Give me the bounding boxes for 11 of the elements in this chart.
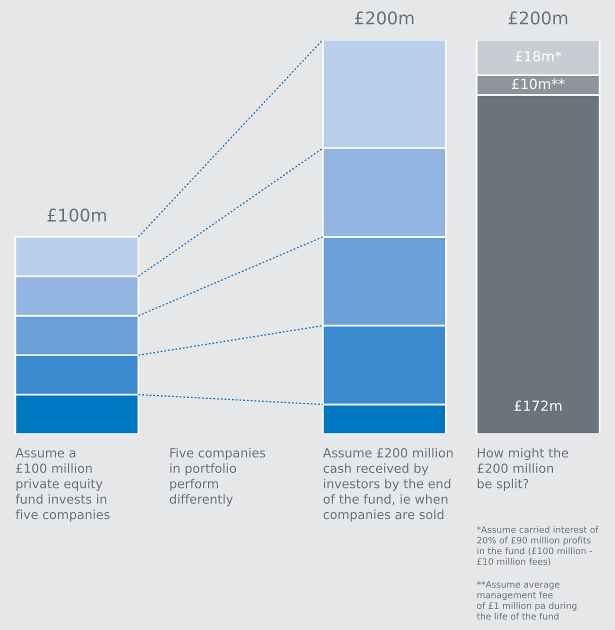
x-tick-label: Five companies in portfolio perform differently <box>170 448 266 506</box>
text: **Assume average management fee of £1 million pa during the life of the fund <box>476 581 576 620</box>
data-label: £10m** <box>512 78 565 90</box>
x-tick-label: Assume £200 million cash received by investors by the end of the fund, ie when companies are sold <box>322 448 453 522</box>
text: *Assume carried interest of 20% of £90 million profits in the fund (£100 million - £10 million fees) <box>476 526 599 566</box>
total-label: £200m <box>508 11 568 24</box>
data-label: £172m <box>514 400 562 411</box>
total-label: £100m <box>47 208 106 222</box>
x-tick-label: Assume a £100 million private equity fund invests in five companies <box>15 448 110 522</box>
total-label: £200m <box>354 11 414 24</box>
x-tick-label: How might the £200 million be split? <box>477 448 568 491</box>
